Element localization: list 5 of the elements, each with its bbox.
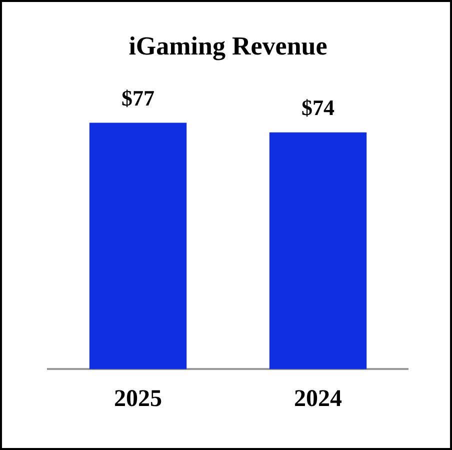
x-tick-label: 2024 bbox=[294, 386, 342, 412]
chart-title: iGaming Revenue bbox=[128, 31, 328, 60]
data-label: $74 bbox=[302, 95, 334, 120]
data-label: $77 bbox=[122, 85, 154, 110]
x-tick-label: 2025 bbox=[114, 386, 162, 412]
